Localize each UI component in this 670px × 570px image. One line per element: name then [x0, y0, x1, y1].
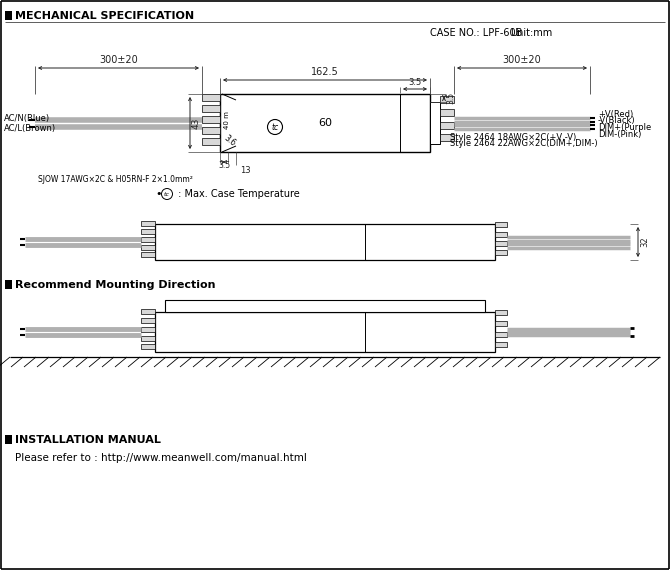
Bar: [165, 300, 485, 312]
Bar: [141, 252, 155, 257]
Bar: [202, 94, 220, 101]
Text: 13: 13: [240, 166, 251, 175]
Text: : Max. Case Temperature: : Max. Case Temperature: [175, 189, 299, 199]
Bar: [202, 138, 220, 145]
Text: -V(Black): -V(Black): [598, 116, 636, 125]
Bar: [220, 100, 236, 146]
Text: tc: tc: [164, 192, 170, 197]
Bar: [495, 321, 507, 326]
Bar: [141, 336, 155, 341]
Bar: [202, 105, 220, 112]
Text: Please refer to : http://www.meanwell.com/manual.html: Please refer to : http://www.meanwell.co…: [15, 453, 307, 463]
Text: 300±20: 300±20: [502, 55, 541, 65]
Bar: [495, 250, 507, 255]
Bar: [495, 310, 507, 315]
Bar: [440, 109, 454, 116]
Text: 43: 43: [192, 117, 201, 129]
Bar: [141, 318, 155, 323]
Bar: [141, 327, 155, 332]
Text: 300±20: 300±20: [99, 55, 138, 65]
Text: SJOW 17AWG×2C & H05RN-F 2×1.0mm²: SJOW 17AWG×2C & H05RN-F 2×1.0mm²: [38, 176, 193, 185]
Bar: [141, 344, 155, 349]
Bar: [141, 245, 155, 250]
Bar: [440, 122, 454, 129]
Bar: [495, 222, 507, 227]
Text: 40 m: 40 m: [224, 111, 230, 129]
Bar: [430, 102, 440, 144]
Bar: [155, 224, 495, 260]
Text: +V(Red): +V(Red): [598, 111, 633, 120]
Bar: [5, 435, 12, 444]
Bar: [440, 96, 454, 103]
Circle shape: [161, 189, 172, 200]
Bar: [141, 309, 155, 314]
Text: DIM-(Pink): DIM-(Pink): [598, 129, 641, 139]
Text: tc: tc: [271, 123, 279, 132]
Bar: [5, 11, 12, 20]
Bar: [202, 127, 220, 134]
Bar: [5, 280, 12, 289]
Text: AC/L(Brown): AC/L(Brown): [4, 124, 56, 132]
Bar: [440, 134, 454, 141]
Text: Recommend Mounting Direction: Recommend Mounting Direction: [15, 280, 216, 290]
Text: 3.5: 3.5: [409, 78, 421, 87]
Text: 60: 60: [318, 118, 332, 128]
Bar: [202, 116, 220, 123]
Text: Style 2464 22AWG×2C(DIM+,DIM-): Style 2464 22AWG×2C(DIM+,DIM-): [450, 140, 598, 149]
Circle shape: [267, 120, 283, 135]
Text: 162.5: 162.5: [311, 67, 339, 77]
Text: MECHANICAL SPECIFICATION: MECHANICAL SPECIFICATION: [15, 11, 194, 21]
Bar: [141, 229, 155, 234]
Text: AC/N(Blue): AC/N(Blue): [4, 113, 50, 123]
Text: 3.6: 3.6: [222, 133, 237, 148]
Text: 3.5: 3.5: [218, 161, 230, 170]
Text: 3.5: 3.5: [446, 92, 455, 104]
Bar: [495, 342, 507, 347]
Text: Unit:mm: Unit:mm: [510, 28, 552, 38]
Bar: [495, 241, 507, 246]
Bar: [155, 312, 495, 352]
Text: CASE NO.: LPF-60B: CASE NO.: LPF-60B: [430, 28, 523, 38]
Text: DIM+(Purple: DIM+(Purple: [598, 124, 651, 132]
Bar: [141, 221, 155, 226]
Text: •: •: [155, 189, 161, 199]
Bar: [141, 237, 155, 242]
Text: 32: 32: [640, 237, 649, 247]
Text: Style 2464 18AWG×2C(+V,-V): Style 2464 18AWG×2C(+V,-V): [450, 132, 576, 141]
Bar: [495, 332, 507, 337]
Bar: [495, 232, 507, 237]
Text: INSTALLATION MANUAL: INSTALLATION MANUAL: [15, 435, 161, 445]
Bar: [220, 94, 430, 152]
